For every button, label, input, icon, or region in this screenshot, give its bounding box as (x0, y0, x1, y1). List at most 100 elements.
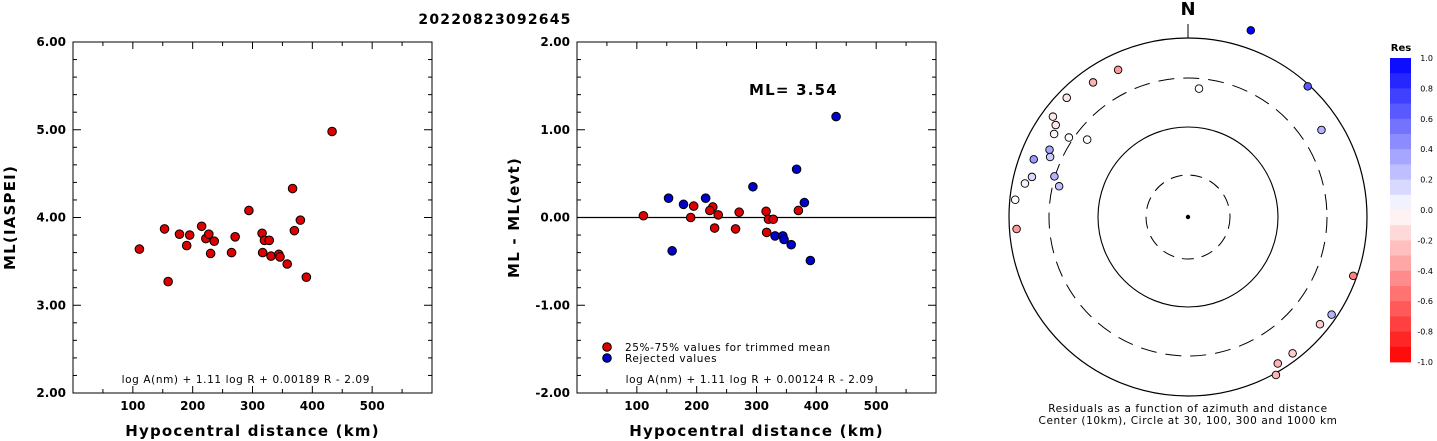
colorbar-tick-label: -0.8 (1417, 328, 1433, 337)
colorbar-tick-label: -0.2 (1417, 236, 1433, 245)
data-point (761, 206, 771, 217)
data-point (301, 272, 312, 282)
y-tick-label: 2.00 (540, 35, 570, 49)
data-point (287, 183, 298, 194)
colorbar-tick-label: -1.0 (1417, 358, 1433, 367)
data-point (184, 230, 195, 240)
data-point (786, 239, 797, 250)
x-axis-label: Hypocentral distance (km) (125, 422, 380, 440)
colorbar-segment (1390, 240, 1411, 256)
y-tick-label: -2.00 (535, 386, 570, 400)
y-tick-label: 6.00 (36, 35, 66, 49)
station-residual-marker (1050, 172, 1059, 181)
data-point (230, 232, 240, 242)
data-point (638, 210, 649, 221)
data-point (209, 236, 220, 246)
x-tick-label: 300 (240, 399, 265, 413)
data-point (709, 223, 720, 233)
data-point (226, 247, 237, 258)
data-point (688, 201, 699, 211)
x-tick-label: 200 (180, 399, 205, 413)
data-point (174, 229, 185, 239)
station-residual-marker (1194, 84, 1204, 93)
data-point (685, 212, 696, 223)
data-point (793, 205, 804, 216)
station-residual-marker (1271, 370, 1281, 380)
station-residual-marker (1273, 359, 1283, 368)
x-tick-label: 100 (624, 399, 649, 413)
colorbar-tick-label: 0.6 (1420, 115, 1433, 124)
station-residual-marker (1315, 319, 1325, 329)
colorbar-segment (1390, 255, 1411, 272)
y-tick-label: 2.00 (36, 386, 66, 400)
y-tick-label: 0.00 (540, 211, 570, 225)
azimuth-residual-panel: N Residuals as a function of azimuth and … (1008, 0, 1433, 427)
y-tick-label: 5.00 (36, 123, 66, 137)
data-point (181, 240, 192, 251)
ml-vs-distance-panel: 100 200 300 400 500 2.00 3.00 4.00 5.00 6.00 Hypoc… (1, 35, 433, 440)
station-residual-marker (1062, 93, 1071, 103)
colorbar-segment (1390, 149, 1411, 165)
data-point (275, 252, 285, 262)
data-point (295, 215, 306, 225)
data-point (663, 193, 674, 203)
colorbar-title: Res (1391, 43, 1411, 54)
station-residual-marker (1049, 129, 1059, 139)
legend-label: Rejected values (625, 353, 717, 365)
x-tick-label: 300 (744, 399, 769, 413)
colorbar-segment (1390, 134, 1411, 150)
colorbar-segment (1390, 286, 1411, 302)
data-point (805, 255, 816, 266)
data-point (244, 205, 254, 216)
y-tick-label: -1.00 (535, 298, 570, 312)
data-point (761, 227, 772, 238)
legend-marker (602, 353, 612, 363)
legend-label: 25%-75% values for trimmed mean (625, 342, 831, 354)
colorbar-tick-label: 0.2 (1420, 176, 1433, 185)
colorbar-segment (1390, 194, 1411, 211)
station-residual-marker (1012, 224, 1021, 234)
residual-vs-distance-panel: 100 200 300 400 500 -2.00 -1.00 0.00 1.00 2.00 Hyp… (505, 35, 937, 440)
ml-value-annotation: ML= 3.54 (749, 81, 838, 99)
x-axis-label: Hypocentral distance (km) (629, 422, 884, 440)
colorbar-segment (1390, 316, 1411, 332)
station-residual-marker (1010, 195, 1020, 205)
data-point (667, 246, 677, 256)
colorbar-segment (1390, 73, 1411, 89)
magnitude-formula: log A(nm) + 1.11 log R + 0.00124 R - 2.0… (626, 374, 874, 386)
colorbar-segment (1390, 346, 1411, 363)
x-tick-label: 200 (684, 399, 709, 413)
colorbar-tick-label: 0.8 (1420, 84, 1433, 93)
colorbar-segment (1390, 331, 1411, 348)
x-tick-label: 400 (804, 399, 829, 413)
station-residual-marker (1045, 145, 1054, 155)
circle-300km (1048, 77, 1328, 357)
colorbar-segment (1390, 103, 1411, 120)
data-point (282, 259, 293, 269)
colorbar-segment (1390, 164, 1411, 180)
x-tick-label: 400 (300, 399, 325, 413)
colorbar-segment (1390, 58, 1411, 74)
data-point (831, 111, 841, 122)
legend-marker (602, 342, 612, 352)
station-residual-marker (1027, 172, 1037, 182)
colorbar-segment (1390, 179, 1411, 196)
colorbar-tick-label: 1.0 (1420, 54, 1433, 63)
circle-30km (1145, 174, 1231, 260)
station-residual-marker (1288, 349, 1297, 358)
plot-frame (72, 41, 433, 394)
colorbar-segment (1390, 118, 1411, 135)
colorbar-tick-label: -0.4 (1417, 267, 1433, 276)
data-point (327, 126, 337, 137)
colorbar-tick-label: 0.4 (1420, 145, 1433, 154)
colorbar-tick-label: -0.6 (1417, 297, 1433, 306)
colorbar-segment (1390, 210, 1411, 226)
data-point (196, 221, 207, 232)
station-residual-marker (1048, 112, 1058, 121)
colorbar-tick-label: 0.0 (1420, 206, 1433, 215)
data-point (266, 251, 276, 261)
data-point (204, 229, 214, 239)
station-residual-marker (1051, 120, 1060, 130)
data-point (799, 197, 810, 208)
